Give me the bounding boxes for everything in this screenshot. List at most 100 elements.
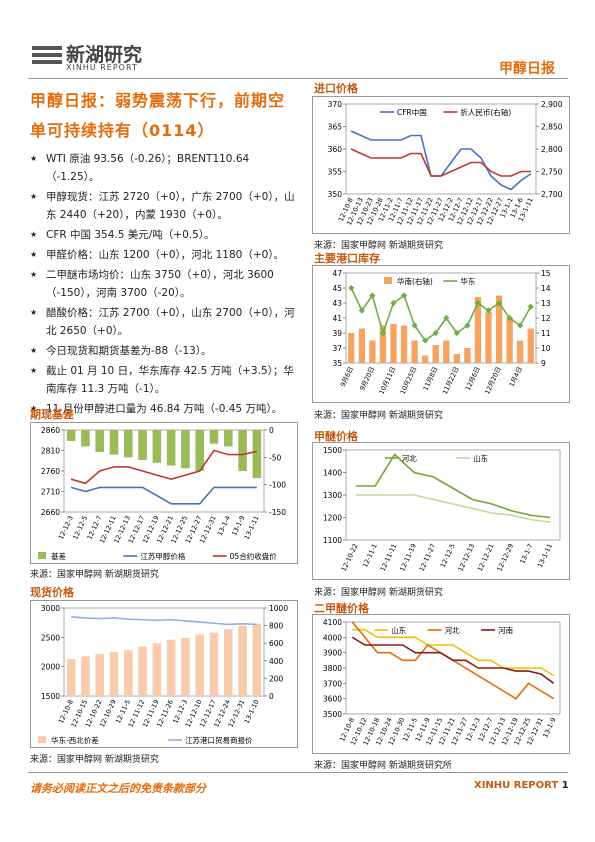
tick-label: 15	[541, 269, 551, 278]
tick-label: 13	[541, 299, 551, 308]
bar	[138, 430, 147, 461]
tick-label: 11	[541, 329, 551, 338]
tick-label: 4000	[323, 633, 342, 642]
chart-source: 来源：国家甲醇网 新湖期货研究	[314, 411, 443, 421]
chart-frame	[312, 265, 570, 403]
bar	[209, 632, 219, 696]
x-tick-label: 12-11-11	[379, 542, 399, 572]
legend-label: 华南(右轴)	[397, 276, 433, 286]
bar	[152, 430, 162, 463]
bar	[400, 325, 408, 363]
bar	[464, 348, 471, 363]
tick-label: 37	[332, 344, 342, 353]
section-heading: 二甲醚价格	[314, 602, 369, 615]
marker	[527, 303, 534, 310]
bar	[109, 652, 119, 696]
marker	[348, 284, 355, 292]
bar	[81, 656, 90, 696]
page-number: 1	[561, 780, 569, 791]
tick-label: 2710	[41, 488, 60, 497]
series-line	[355, 453, 551, 519]
x-tick-label: 11月8日	[422, 365, 440, 391]
series-line	[355, 494, 551, 523]
series-line	[70, 486, 257, 505]
tick-label: 1000	[269, 604, 288, 613]
logo-cn: 新湖研究	[66, 44, 143, 66]
chart: 350 355 360 365 370 2,700 2,750 2,800 2,850 2,900…	[312, 96, 570, 234]
x-tick-label: 12-11-27	[418, 542, 438, 572]
bar	[422, 355, 429, 363]
tick-label: 1300	[323, 491, 342, 500]
legend-label: 华东-西北价差	[51, 735, 99, 745]
tick-label: 12	[541, 314, 551, 323]
bar	[443, 340, 450, 363]
section-heading: 甲醚价格	[314, 430, 358, 443]
bar	[95, 430, 104, 452]
bar	[195, 430, 204, 471]
tick-label: 3700	[323, 679, 342, 688]
series-line	[71, 616, 257, 626]
bar	[390, 324, 397, 363]
bar	[152, 643, 162, 696]
series-line	[350, 287, 532, 342]
tick-label: 2760	[41, 467, 60, 476]
chart-frame	[30, 422, 298, 564]
legend-label: 江苏甲醇价格	[140, 551, 185, 561]
bar	[238, 625, 247, 696]
bullet: 甲醛价格：山东 1200（+0），河北 1180（+0）。	[30, 246, 298, 264]
bar	[95, 653, 104, 696]
bullet: 醋酸价格：江苏 2700（+0），山东 2700（+0），河北 2650（+0）…	[30, 304, 298, 340]
bar	[209, 430, 219, 444]
bar	[224, 430, 233, 447]
tick-label: -100	[269, 481, 286, 490]
bar	[453, 354, 460, 363]
x-tick-label: 1月4日	[508, 365, 524, 388]
tick-label: 0	[269, 426, 274, 435]
bar	[166, 430, 176, 466]
x-tick-label: 12-10-22	[340, 542, 360, 572]
brand: XINHU REPORT	[474, 780, 559, 791]
chart-source: 来源：国家甲醇网 新湖期货研究所	[314, 761, 452, 771]
bar	[495, 295, 503, 363]
tick-label: -50	[269, 453, 281, 462]
bar	[517, 340, 524, 363]
bar	[358, 328, 365, 363]
logo-en: XINHU REPORT	[66, 63, 138, 72]
bar	[181, 637, 190, 696]
tick-label: 2810	[41, 447, 60, 456]
legend-swatch	[384, 277, 392, 284]
series-line	[352, 628, 555, 677]
series-line	[350, 148, 531, 177]
tick-label: 10	[541, 344, 551, 353]
logo	[30, 40, 64, 74]
tick-label: 1500	[41, 692, 60, 701]
disclaimer: 请务必阅读正文之后的免责条款部分	[30, 782, 206, 795]
bullet: 二甲醚市场均价：山东 3750（+0），河北 3600（-150），河南 370…	[30, 266, 298, 302]
chart-source: 来源：国家甲醇网 新湖期货研究	[30, 755, 159, 765]
tick-label: 365	[328, 123, 343, 132]
report-name: 甲醇日报	[499, 61, 555, 77]
chart: 15002000250030000200400600800100012-10-8…	[30, 600, 298, 748]
legend-label: 折人民币(右轴)	[460, 107, 511, 117]
legend-label: 山东	[391, 625, 406, 635]
tick-label: 39	[332, 329, 342, 338]
tick-label: 3500	[323, 710, 342, 719]
bar	[166, 639, 176, 696]
tick-label: 14	[541, 284, 551, 293]
tick-label: 800	[269, 622, 284, 631]
bullet: 今日现货和期货基差为-88（-13）。	[30, 342, 298, 360]
plot-area	[345, 103, 537, 195]
legend-label: 河南	[498, 625, 513, 635]
section-heading: 进口价格	[314, 82, 358, 95]
title: 甲醇日报：弱势震荡下行，前期空单可持续持有（0114）	[30, 91, 286, 140]
tick-label: 2,750	[541, 168, 563, 177]
tick-label: 600	[269, 639, 284, 648]
tick-label: 2,800	[541, 145, 563, 154]
tick-label: 47	[332, 269, 342, 278]
bar	[195, 634, 204, 696]
tick-label: 400	[269, 657, 284, 666]
legend-label: 华东	[460, 276, 475, 286]
bullet: 甲醇现货：江苏 2720（+0），广东 2700（+0），山东 2440（+20…	[30, 188, 298, 224]
tick-label: 2500	[41, 633, 60, 642]
